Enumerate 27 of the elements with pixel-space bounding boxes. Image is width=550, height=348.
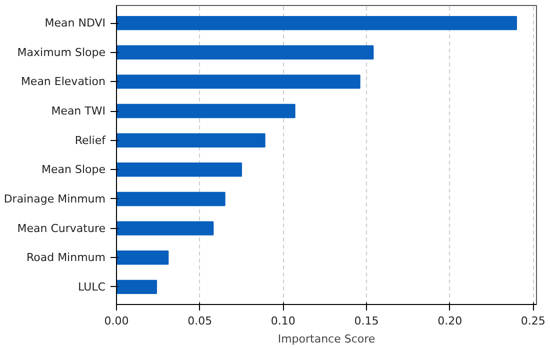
bar <box>116 104 296 118</box>
bar <box>116 133 266 148</box>
y-tick-label: Mean NDVI <box>44 16 106 30</box>
x-tick-label: 0.05 <box>188 314 212 328</box>
x-tick-label: 0.00 <box>104 314 129 328</box>
y-tick-label: Relief <box>74 134 107 147</box>
bar <box>116 45 374 60</box>
y-tick-label: Maximum Slope <box>17 46 106 59</box>
bar <box>116 162 242 177</box>
x-axis-title: Importance Score <box>278 332 376 346</box>
y-tick-label: Road Minmum <box>26 251 106 264</box>
bar <box>116 250 169 265</box>
y-tick-label: Mean Elevation <box>20 75 106 88</box>
y-tick-label: Mean Slope <box>42 163 106 176</box>
y-tick-label: Mean TWI <box>51 104 106 118</box>
bar <box>116 192 226 206</box>
bar <box>116 74 360 89</box>
y-tick-label: LULC <box>78 280 106 294</box>
y-tick-label: Drainage Minmum <box>4 192 106 206</box>
bar <box>116 16 517 30</box>
x-tick-label: 0.20 <box>438 314 462 328</box>
x-tick-label: 0.25 <box>520 314 546 328</box>
x-tick-label: 0.10 <box>270 314 296 328</box>
bar <box>116 280 157 294</box>
x-tick-label: 0.15 <box>354 314 379 328</box>
y-tick-label: Mean Curvature <box>17 222 106 235</box>
bar <box>116 221 214 236</box>
